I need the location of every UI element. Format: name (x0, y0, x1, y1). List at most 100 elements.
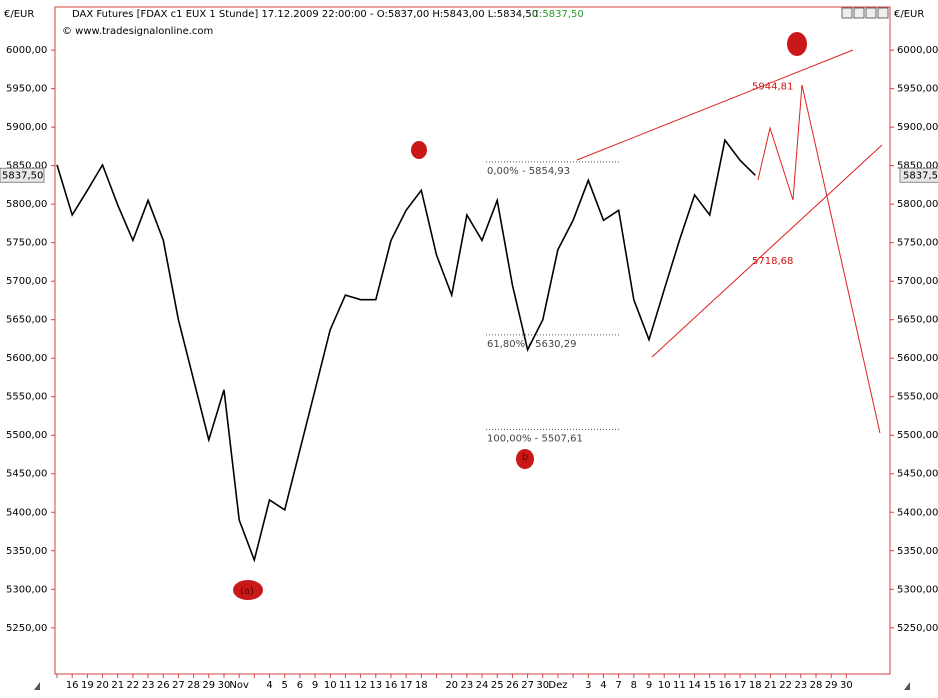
source: © www.tradesignalonline.com (62, 26, 213, 37)
x-tick-label: 3 (585, 680, 591, 691)
x-tick-label: 17 (400, 680, 413, 691)
y-tick-label-right: 5550,00 (897, 392, 938, 403)
last-price-tag (0, 167, 45, 183)
x-tick-label: 27 (521, 680, 534, 691)
x-tick-label: 11 (339, 680, 352, 691)
x-tick-label: 16 (66, 680, 79, 691)
x-tick-label: 5 (282, 680, 288, 691)
y-tick-label-right: 5900,00 (897, 122, 938, 133)
toolbar-button[interactable] (841, 7, 853, 19)
x-tick-label: 17 (734, 680, 747, 691)
x-tick-label: 21 (764, 680, 777, 691)
currency-label-right: €/EUR (894, 9, 924, 20)
price-line (56, 138, 756, 563)
y-tick-label-right: 5650,00 (897, 315, 938, 326)
y-tick-label: 6000,00 (6, 45, 47, 56)
trendline (576, 49, 854, 161)
y-tick-label: 5850,00 (6, 161, 47, 172)
wave-markers (233, 32, 807, 600)
y-tick-label: 5600,00 (6, 353, 47, 364)
x-tick-label: 20 (96, 680, 109, 691)
y-tick-label: 5650,00 (6, 315, 47, 326)
wave-marker (516, 449, 534, 469)
x-tick-label: 28 (810, 680, 823, 691)
x-tick-label: 7 (615, 680, 621, 691)
x-tick-label: 20 (445, 680, 458, 691)
y-tick-label-right: 5450,00 (897, 469, 938, 480)
x-tick-label: 19 (81, 680, 94, 691)
y-tick-label-right: 5950,00 (897, 84, 938, 95)
y-tick-label: 5750,00 (6, 238, 47, 249)
wave-label: b (522, 452, 528, 463)
x-tick-label: 18 (415, 680, 428, 691)
x-tick-label: Dez (548, 680, 567, 691)
x-tick-label: 30 (218, 680, 231, 691)
y-tick-label: 5250,00 (6, 623, 47, 634)
trendlines (576, 49, 883, 434)
x-tick-label: 8 (631, 680, 637, 691)
last-price-label-right: 5837,50 (903, 170, 938, 181)
plot-frame (54, 6, 891, 675)
x-tick-label: 15 (703, 680, 716, 691)
y-tick-label: 5800,00 (6, 199, 47, 210)
y-tick-label-right: 5300,00 (897, 584, 938, 595)
plot: 5250,00 5250,00 5300,00 5300,00 5350,00 5350,… (0, 45, 938, 691)
x-tick-label: 26 (506, 680, 519, 691)
chart-title: DAX Futures [FDAX c1 EUX 1 Stunde] 17.12… (72, 9, 538, 20)
x-tick-label: 24 (476, 680, 489, 691)
y-tick-label-right: 5500,00 (897, 430, 938, 441)
y-tick-label-right: 5350,00 (897, 546, 938, 557)
x-tick-label: 4 (600, 680, 606, 691)
toolbar-button[interactable] (853, 7, 865, 19)
x-tick-label: 23 (794, 680, 807, 691)
x-tick-label: 18 (749, 680, 762, 691)
currency-label: €/EUR (4, 9, 34, 20)
y-tick-label: 5450,00 (6, 469, 47, 480)
y-tick-label: 5500,00 (6, 430, 47, 441)
x-tick-label: 6 (297, 680, 303, 691)
x-tick-label: 14 (688, 680, 701, 691)
fib-label: 61,80% - 5630,29 (487, 339, 576, 350)
last-price-label: 5837,50 (2, 170, 43, 181)
x-tick-label: 10 (658, 680, 671, 691)
chart-title-close: C:5837,50 (532, 9, 584, 20)
x-tick-label: 22 (779, 680, 792, 691)
x-tick-label: 27 (172, 680, 185, 691)
y-tick-label: 5550,00 (6, 392, 47, 403)
x-tick-label: 12 (354, 680, 367, 691)
x-tick-label: 11 (673, 680, 686, 691)
x-tick-label: 21 (111, 680, 124, 691)
y-tick-label-right: 5800,00 (897, 199, 938, 210)
x-tick-label: 23 (460, 680, 473, 691)
y-tick-label-right: 6000,00 (897, 45, 938, 56)
trendline (651, 144, 883, 358)
y-tick-label: 5350,00 (6, 546, 47, 557)
toolbar-button[interactable] (865, 7, 877, 19)
x-tick-label: 10 (324, 680, 337, 691)
toolbar-button[interactable] (877, 7, 889, 19)
x-tick-label: 22 (127, 680, 140, 691)
y-tick-label-right: 5850,00 (897, 161, 938, 172)
x-tick-label: 29 (202, 680, 215, 691)
toolbar[interactable] (841, 7, 889, 19)
x-tick-label: 16 (719, 680, 732, 691)
y-tick-label-right: 5700,00 (897, 276, 938, 287)
x-tick-label: 13 (369, 680, 382, 691)
y-tick-label-right: 5750,00 (897, 238, 938, 249)
x-tick-label: 28 (187, 680, 200, 691)
fib-label: 100,00% - 5507,61 (487, 433, 583, 444)
wave-marker (411, 141, 427, 159)
x-tick-label: 29 (825, 680, 838, 691)
x-tick-label: 30 (536, 680, 549, 691)
y-tick-label: 5950,00 (6, 84, 47, 95)
x-tick-label: 25 (491, 680, 504, 691)
x-tick-label: 26 (157, 680, 170, 691)
x-tick-label: 4 (266, 680, 272, 691)
wave-marker (787, 32, 807, 56)
target-label: 5718,68 (752, 256, 793, 267)
x-tick-label: 9 (646, 680, 652, 691)
wave-label: (a) (240, 586, 254, 597)
projection (757, 84, 881, 434)
